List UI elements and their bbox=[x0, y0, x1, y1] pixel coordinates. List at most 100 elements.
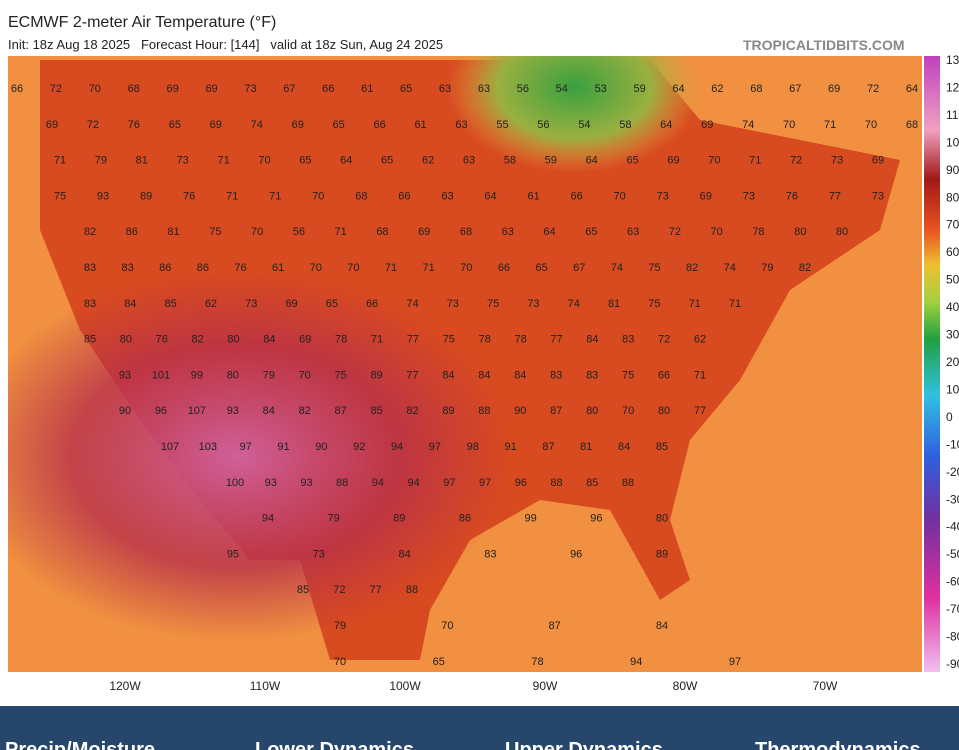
temperature-label: 82 bbox=[192, 334, 204, 346]
temperature-label: 65 bbox=[535, 262, 547, 274]
temperature-label: 70 bbox=[441, 620, 453, 632]
temperature-label: 66 bbox=[366, 298, 378, 310]
temperature-label: 97 bbox=[240, 441, 252, 453]
temperature-label: 81 bbox=[136, 155, 148, 167]
temperature-label: 82 bbox=[406, 405, 418, 417]
temperature-label: 69 bbox=[292, 119, 304, 131]
temperature-label: 77 bbox=[370, 584, 382, 596]
temperature-label: 94 bbox=[262, 513, 274, 525]
longitude-label: 110W bbox=[250, 679, 281, 693]
temperature-label: 64 bbox=[484, 190, 496, 202]
temperature-label: 79 bbox=[761, 262, 773, 274]
temperature-label: 82 bbox=[686, 262, 698, 274]
temperature-label: 80 bbox=[120, 334, 132, 346]
colorbar-label: 10 bbox=[946, 382, 959, 396]
temperature-label: 65 bbox=[299, 155, 311, 167]
temperature-label: 70 bbox=[865, 119, 877, 131]
longitude-label: 100W bbox=[389, 679, 421, 693]
temperature-label: 69 bbox=[285, 298, 297, 310]
temperature-label: 84 bbox=[263, 334, 275, 346]
temperature-label: 75 bbox=[209, 226, 221, 238]
temperature-label: 85 bbox=[370, 405, 382, 417]
temperature-label: 99 bbox=[525, 513, 537, 525]
colorbar-label: 0 bbox=[946, 410, 953, 424]
temperature-label: 66 bbox=[373, 119, 385, 131]
temperature-label: 69 bbox=[299, 334, 311, 346]
temperature-label: 87 bbox=[542, 441, 554, 453]
temperature-label: 88 bbox=[550, 477, 562, 489]
temperature-label: 62 bbox=[422, 155, 434, 167]
colorbar-label: 50 bbox=[946, 273, 959, 287]
temperature-label: 103 bbox=[199, 441, 217, 453]
temperature-label: 80 bbox=[227, 334, 239, 346]
temperature-label: 75 bbox=[622, 369, 634, 381]
temperature-label: 68 bbox=[376, 226, 388, 238]
temperature-label: 73 bbox=[245, 298, 257, 310]
temperature-label: 91 bbox=[277, 441, 289, 453]
colorbar-label: -40 bbox=[946, 520, 959, 534]
temperature-label: 63 bbox=[478, 83, 490, 95]
temperature-label: 80 bbox=[658, 405, 670, 417]
tab[interactable]: Precip/Moisture bbox=[5, 739, 155, 750]
temperature-label: 68 bbox=[750, 83, 762, 95]
temperature-label: 96 bbox=[590, 513, 602, 525]
temperature-label: 65 bbox=[585, 226, 597, 238]
temperature-label: 69 bbox=[700, 190, 712, 202]
colorbar-label: 90 bbox=[946, 163, 959, 177]
temperature-label: 73 bbox=[313, 548, 325, 560]
temperature-label: 68 bbox=[355, 190, 367, 202]
colorbar-label: 40 bbox=[946, 300, 959, 314]
longitude-label: 80W bbox=[673, 679, 698, 693]
temperature-label: 55 bbox=[496, 119, 508, 131]
temperature-label: 90 bbox=[315, 441, 327, 453]
temperature-label: 75 bbox=[648, 298, 660, 310]
temperature-label: 68 bbox=[128, 83, 140, 95]
temperature-label: 75 bbox=[335, 369, 347, 381]
temperature-label: 61 bbox=[361, 83, 373, 95]
temperature-label: 64 bbox=[543, 226, 555, 238]
temperature-label: 87 bbox=[549, 620, 561, 632]
temperature-label: 107 bbox=[161, 441, 179, 453]
temperature-label: 80 bbox=[656, 513, 668, 525]
temperature-label: 74 bbox=[724, 262, 736, 274]
temperature-label: 80 bbox=[836, 226, 848, 238]
temperature-label: 96 bbox=[570, 548, 582, 560]
temperature-label: 72 bbox=[669, 226, 681, 238]
temperature-label: 71 bbox=[385, 262, 397, 274]
temperature-label: 85 bbox=[165, 298, 177, 310]
temperature-label: 84 bbox=[263, 405, 275, 417]
temperature-label: 71 bbox=[824, 119, 836, 131]
temperature-label: 70 bbox=[334, 656, 346, 668]
temperature-label: 69 bbox=[418, 226, 430, 238]
temperature-label: 75 bbox=[487, 298, 499, 310]
temperature-label: 69 bbox=[667, 155, 679, 167]
temperature-label: 71 bbox=[371, 334, 383, 346]
temperature-label: 70 bbox=[251, 226, 263, 238]
temperature-label: 93 bbox=[300, 477, 312, 489]
temperature-label: 69 bbox=[872, 155, 884, 167]
tab[interactable]: Lower Dynamics bbox=[255, 739, 414, 750]
temperature-label: 59 bbox=[633, 83, 645, 95]
temperature-label: 70 bbox=[312, 190, 324, 202]
temperature-label: 71 bbox=[335, 226, 347, 238]
temperature-label: 67 bbox=[789, 83, 801, 95]
tab[interactable]: Thermodynamics bbox=[755, 739, 921, 750]
temperature-label: 69 bbox=[701, 119, 713, 131]
temperature-label: 97 bbox=[479, 477, 491, 489]
subtitle: Init: 18z Aug 18 2025 Forecast Hour: [14… bbox=[8, 37, 444, 52]
temperature-label: 66 bbox=[322, 83, 334, 95]
temperature-label: 79 bbox=[95, 155, 107, 167]
temperature-label: 84 bbox=[514, 369, 526, 381]
temperature-label: 71 bbox=[729, 298, 741, 310]
temperature-label: 76 bbox=[128, 119, 140, 131]
colorbar-label: -90 bbox=[946, 657, 959, 671]
temperature-label: 80 bbox=[586, 405, 598, 417]
temperature-label: 64 bbox=[660, 119, 672, 131]
temperature-label: 86 bbox=[197, 262, 209, 274]
temperature-label: 56 bbox=[517, 83, 529, 95]
tab[interactable]: Upper Dynamics bbox=[505, 739, 663, 750]
temperature-label: 89 bbox=[393, 513, 405, 525]
temperature-label: 82 bbox=[299, 405, 311, 417]
temperature-label: 72 bbox=[867, 83, 879, 95]
temperature-label: 73 bbox=[447, 298, 459, 310]
